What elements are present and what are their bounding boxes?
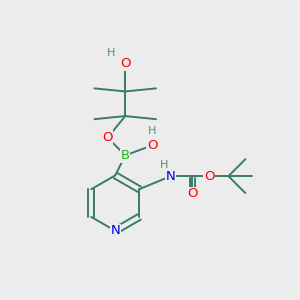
Text: H: H	[160, 160, 169, 170]
Text: H: H	[106, 48, 115, 58]
Text: O: O	[120, 57, 130, 70]
Text: N: N	[166, 169, 175, 183]
Text: B: B	[121, 149, 130, 162]
Text: O: O	[187, 187, 197, 200]
Text: O: O	[147, 139, 158, 152]
Text: O: O	[102, 131, 113, 144]
Text: O: O	[204, 169, 214, 183]
Text: H: H	[148, 127, 156, 136]
Text: N: N	[110, 224, 120, 237]
